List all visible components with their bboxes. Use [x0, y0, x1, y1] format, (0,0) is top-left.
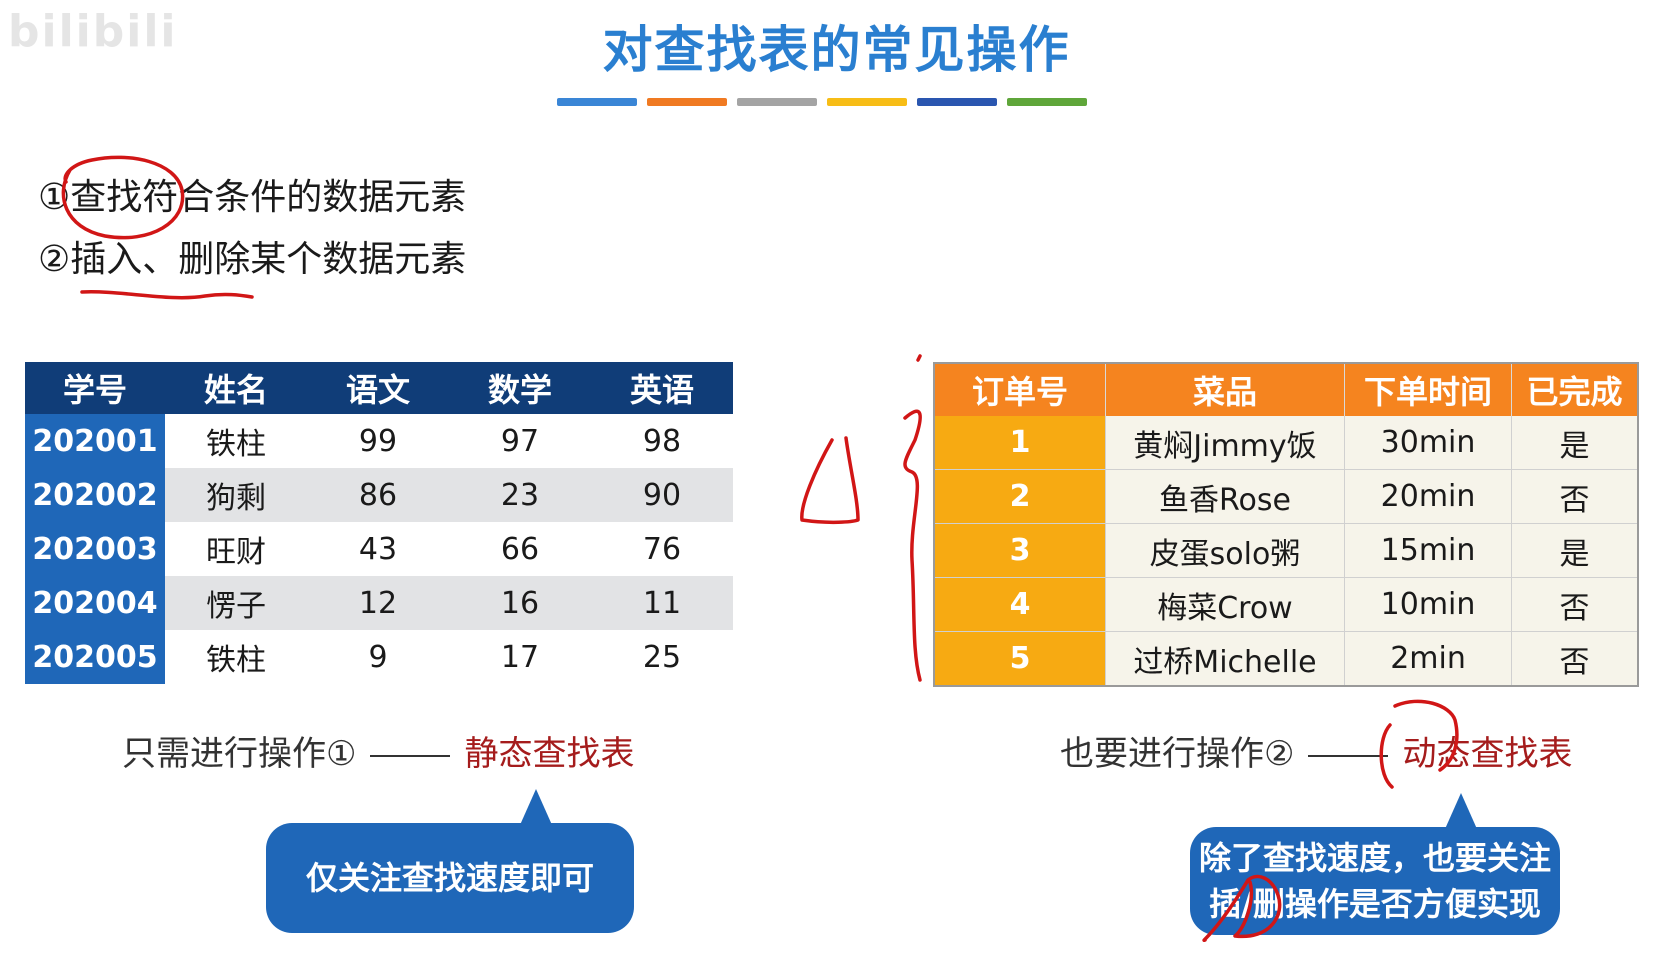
caption-text: 也要进行操作②	[1060, 734, 1295, 774]
dynamic-note-bubble: 除了查找速度，也要关注 插/删操作是否方便实现	[1190, 793, 1560, 935]
column-header: 菜品	[1105, 363, 1345, 416]
dynamic-table-caption: 也要进行操作② 动态查找表	[1060, 726, 1572, 775]
student-id-cell: 202001	[25, 414, 165, 468]
column-header: 英语	[591, 362, 733, 414]
caption-text: 只需进行操作①	[122, 734, 357, 774]
table-cell: 43	[358, 531, 398, 567]
table-cell: 否	[1511, 577, 1639, 632]
table-cell: 10min	[1344, 577, 1513, 632]
operation-insert-delete: ②插入、删除某个数据元素	[38, 239, 467, 280]
student-score-table: 学号 姓名 语文 数学 英语 202001 铁柱 99 97 98 202002…	[25, 362, 733, 684]
table-cell: 16	[449, 576, 591, 630]
caption-highlight: 静态查找表	[464, 734, 635, 774]
column-header: 下单时间	[1344, 363, 1513, 416]
column-header: 数学	[449, 362, 591, 414]
column-header: 订单号	[934, 363, 1106, 416]
title-bar	[737, 98, 817, 106]
student-id-cell: 202005	[25, 630, 165, 684]
table-cell: 过桥Michelle	[1105, 631, 1345, 687]
title-bar	[557, 98, 637, 106]
table-cell: 旺财	[206, 535, 266, 570]
caption-dash	[370, 754, 451, 757]
watermark: bilibili	[8, 6, 178, 57]
order-id-cell: 2	[934, 469, 1106, 524]
table-cell: 狗剩	[165, 468, 307, 522]
table-cell: 铁柱	[206, 643, 266, 678]
slide-title: 对查找表的常见操作	[602, 21, 1071, 79]
column-header: 语文	[307, 362, 449, 414]
bubble-line: 插/删操作是否方便实现	[1209, 885, 1541, 923]
title-color-bars	[557, 98, 1087, 106]
order-id-cell: 1	[934, 416, 1106, 470]
order-id-cell: 4	[934, 577, 1106, 632]
order-table: 订单号 菜品 下单时间 已完成 1 黄焖Jimmy饭 30min 是 2 鱼香R…	[933, 362, 1639, 687]
caption-dash	[1308, 754, 1389, 757]
table-row: 202003 旺财 43 66 76	[25, 522, 733, 576]
title-bar	[917, 98, 997, 106]
table-cell: 否	[1511, 631, 1639, 687]
order-id-cell: 3	[934, 523, 1106, 578]
table-cell: 是	[1511, 523, 1639, 578]
title-bar	[827, 98, 907, 106]
table-cell: 15min	[1344, 523, 1513, 578]
student-id-cell: 202004	[25, 576, 165, 630]
ink-delta-mark	[800, 436, 860, 525]
column-header: 已完成	[1511, 363, 1639, 416]
title-bar	[647, 98, 727, 106]
table-cell: 2min	[1344, 631, 1513, 687]
table-cell: 鱼香Rose	[1105, 469, 1345, 524]
table-cell: 90	[591, 468, 733, 522]
static-note-bubble: 仅关注查找速度即可	[266, 789, 634, 933]
column-header: 姓名	[165, 362, 307, 414]
column-header: 学号	[25, 362, 165, 414]
table-cell: 99	[358, 423, 398, 459]
operation-search: ①查找符合条件的数据元素	[38, 177, 467, 218]
table-row: 3 皮蛋solo粥 15min 是	[934, 523, 1639, 578]
table-cell: 23	[449, 468, 591, 522]
table-cell: 黄焖Jimmy饭	[1105, 416, 1345, 470]
table-row: 202002 狗剩 86 23 90	[25, 468, 733, 522]
table-cell: 12	[307, 576, 449, 630]
table-row: 2 鱼香Rose 20min 否	[934, 469, 1639, 524]
bubble-line: 除了查找速度，也要关注	[1198, 839, 1551, 877]
table-cell: 30min	[1344, 416, 1513, 470]
table-header-row: 学号 姓名 语文 数学 英语	[25, 362, 733, 414]
table-cell: 梅菜Crow	[1105, 577, 1345, 632]
table-cell: 否	[1511, 469, 1639, 524]
table-row: 202004 愣子 12 16 11	[25, 576, 733, 630]
table-cell: 17	[500, 639, 540, 675]
table-cell: 铁柱	[206, 427, 266, 462]
table-header-row: 订单号 菜品 下单时间 已完成	[934, 363, 1639, 416]
table-cell: 是	[1511, 416, 1639, 470]
static-table-caption: 只需进行操作① 静态查找表	[122, 726, 634, 775]
table-cell: 86	[307, 468, 449, 522]
title-bar	[1007, 98, 1087, 106]
ink-brace	[903, 354, 922, 682]
caption-highlight: 动态查找表	[1402, 734, 1573, 774]
table-cell: 76	[642, 531, 682, 567]
table-cell: 25	[642, 639, 682, 675]
table-cell: 20min	[1344, 469, 1513, 524]
table-cell: 9	[368, 639, 388, 675]
table-cell: 11	[591, 576, 733, 630]
table-row: 1 黄焖Jimmy饭 30min 是	[934, 416, 1639, 470]
ink-underline-insert-delete	[80, 290, 254, 300]
student-id-cell: 202003	[25, 522, 165, 576]
table-row: 5 过桥Michelle 2min 否	[934, 631, 1639, 687]
order-id-cell: 5	[934, 631, 1106, 687]
table-row: 202005 铁柱 9 17 25	[25, 630, 733, 684]
table-cell: 皮蛋solo粥	[1105, 523, 1345, 578]
student-id-cell: 202002	[25, 468, 165, 522]
table-cell: 98	[642, 423, 682, 459]
table-cell: 66	[500, 531, 540, 567]
table-row: 4 梅菜Crow 10min 否	[934, 577, 1639, 632]
table-cell: 愣子	[165, 576, 307, 630]
table-row: 202001 铁柱 99 97 98	[25, 414, 733, 468]
table-cell: 97	[500, 423, 540, 459]
